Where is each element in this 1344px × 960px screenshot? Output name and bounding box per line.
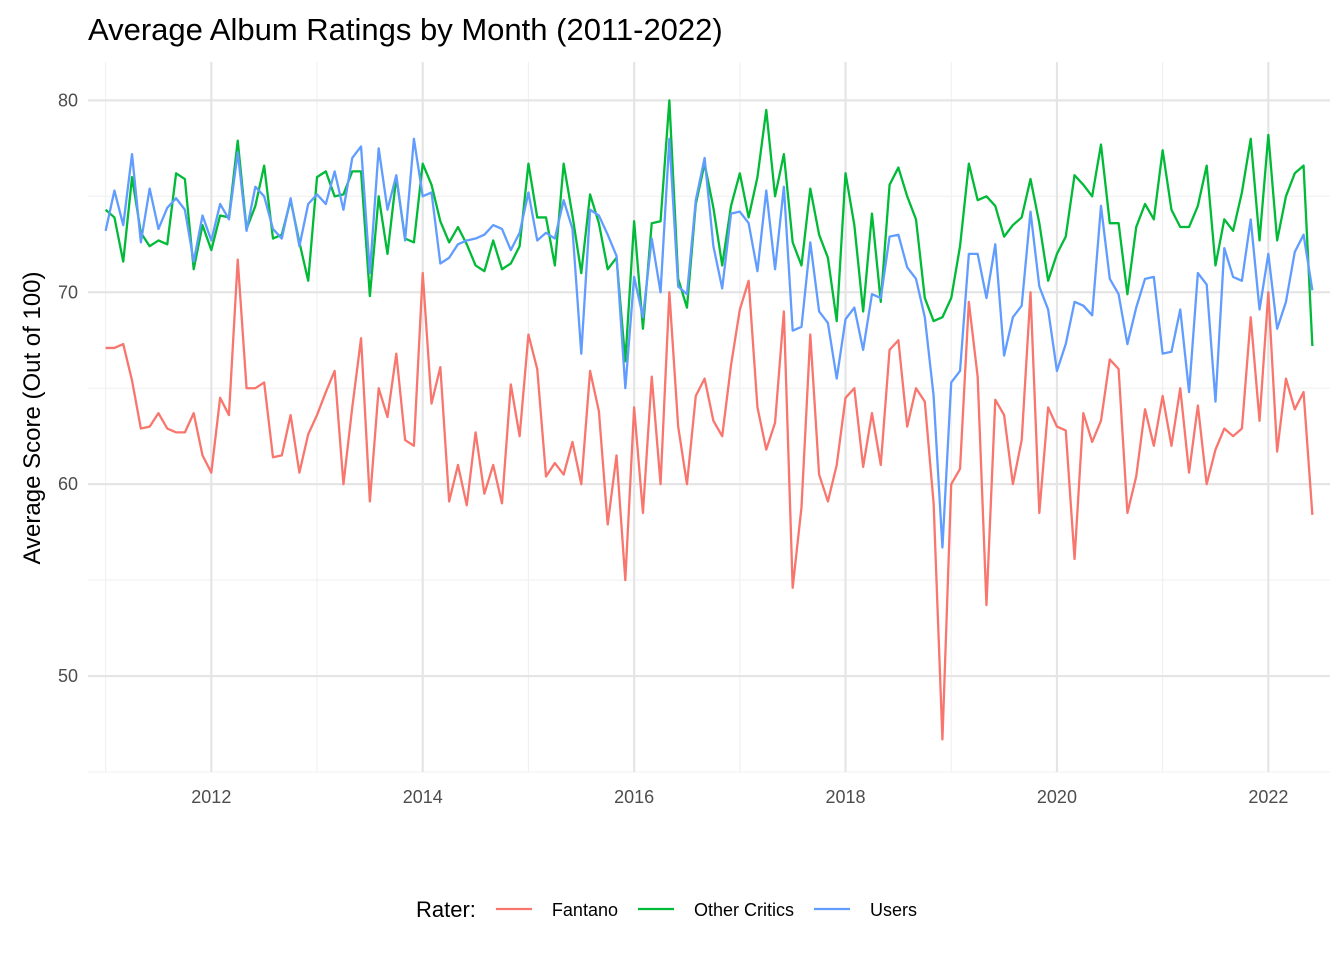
axis-labels: 50 60 70 80 2012 2014 2016 2018 2020 2022 — [58, 90, 1288, 807]
legend: Rater: Fantano Other Critics Users — [416, 897, 917, 922]
x-tick-label: 2016 — [614, 787, 654, 807]
series-line-other-critics — [104, 99, 1314, 363]
y-tick-label: 70 — [58, 282, 78, 302]
legend-item: Fantano — [495, 900, 618, 920]
chart-title: Average Album Ratings by Month (2011-202… — [88, 12, 723, 47]
legend-item: Other Critics — [637, 900, 794, 920]
y-tick-label: 50 — [58, 666, 78, 686]
x-tick-label: 2012 — [191, 787, 231, 807]
x-tick-label: 2014 — [403, 787, 443, 807]
legend-label: Other Critics — [694, 900, 794, 920]
y-tick-label: 60 — [58, 474, 78, 494]
series-line-users — [104, 137, 1314, 549]
x-tick-label: 2020 — [1037, 787, 1077, 807]
legend-item: Users — [814, 900, 917, 920]
series-line-fantano — [105, 258, 1314, 741]
legend-label: Users — [870, 900, 917, 920]
legend-label: Fantano — [552, 900, 618, 920]
y-tick-label: 80 — [58, 90, 78, 110]
x-tick-label: 2022 — [1248, 787, 1288, 807]
series-lines — [104, 99, 1314, 741]
y-axis-title: Average Score (Out of 100) — [19, 271, 46, 564]
legend-title: Rater: — [416, 897, 476, 922]
x-tick-label: 2018 — [826, 787, 866, 807]
